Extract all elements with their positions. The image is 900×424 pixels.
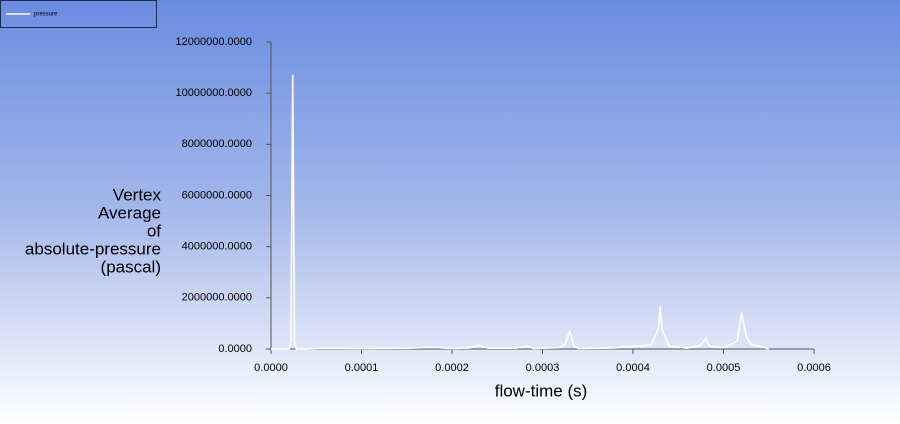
x-tick-label: 0.0005 [707, 362, 741, 374]
y-axis-title: Vertex [113, 185, 162, 204]
y-tick-label: 6000000.0000 [182, 189, 252, 201]
y-axis-title: Average [98, 203, 161, 222]
x-axis-title: flow-time (s) [495, 381, 588, 400]
x-tick-label: 0.0002 [435, 362, 469, 374]
y-axis-title: (pascal) [101, 257, 161, 276]
y-tick-label: 8000000.0000 [182, 138, 252, 150]
y-tick-label: 2000000.0000 [182, 292, 252, 304]
x-tick-label: 0.0004 [616, 362, 650, 374]
y-tick-label: 10000000.0000 [176, 87, 252, 99]
y-tick-label: 0.0000 [218, 343, 252, 355]
x-tick-label: 0.0003 [526, 362, 560, 374]
y-tick-label: 4000000.0000 [182, 241, 252, 253]
legend-box [0, 0, 157, 28]
y-axis-title: of [147, 221, 161, 240]
y-axis-title: absolute-pressure [25, 239, 161, 258]
legend-label: pressure [34, 12, 58, 18]
x-tick-label: 0.0006 [797, 362, 831, 374]
x-tick-label: 0.0000 [254, 362, 288, 374]
y-tick-label: 12000000.0000 [176, 36, 252, 48]
x-tick-label: 0.0001 [345, 362, 379, 374]
data-line [271, 74, 769, 350]
